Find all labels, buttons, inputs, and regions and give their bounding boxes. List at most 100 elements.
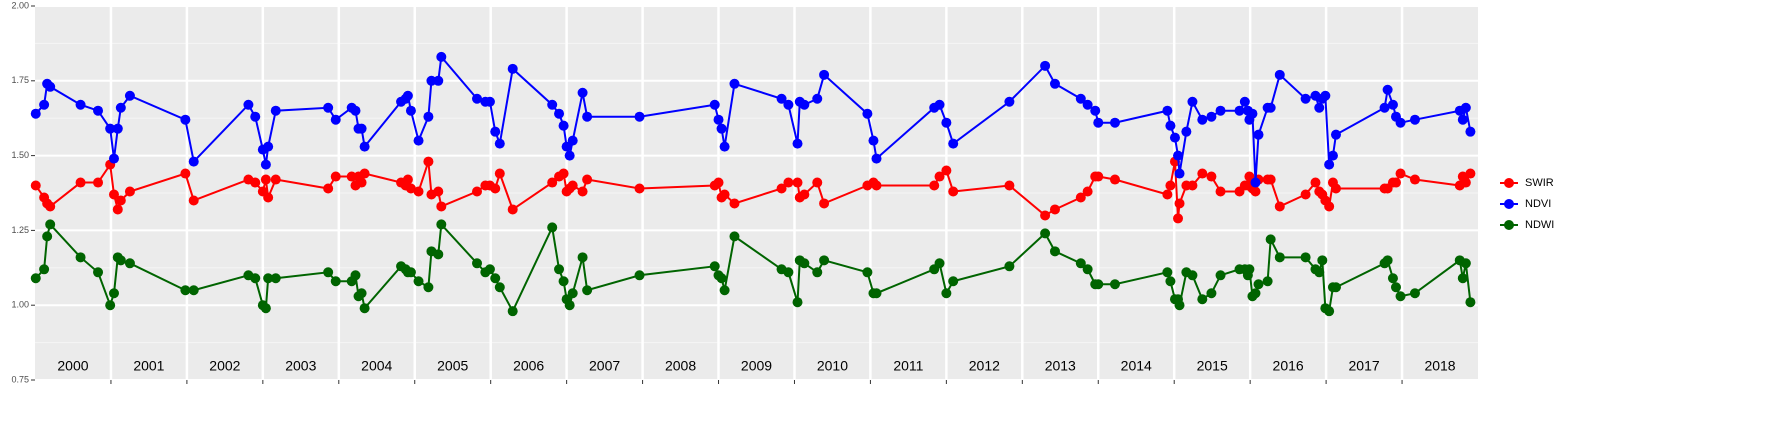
legend-key bbox=[1504, 178, 1514, 188]
point bbox=[359, 141, 370, 152]
y-tick-label: 1.25 bbox=[11, 225, 29, 235]
point bbox=[124, 258, 135, 269]
point bbox=[871, 180, 882, 191]
y-tick-label: 0.75 bbox=[11, 374, 29, 384]
year-label: 2003 bbox=[285, 358, 316, 374]
point bbox=[792, 297, 803, 308]
point bbox=[243, 99, 254, 110]
point bbox=[45, 201, 56, 212]
point bbox=[1239, 96, 1250, 107]
point bbox=[1082, 99, 1093, 110]
year-label: 2011 bbox=[893, 358, 923, 374]
point bbox=[507, 204, 518, 215]
point bbox=[558, 120, 569, 131]
point bbox=[1004, 261, 1015, 272]
point bbox=[188, 156, 199, 167]
point bbox=[1390, 177, 1401, 188]
point bbox=[1395, 168, 1406, 179]
y-tick-label: 2.00 bbox=[11, 0, 29, 10]
point bbox=[948, 186, 959, 197]
point bbox=[1390, 282, 1401, 293]
point bbox=[1040, 210, 1051, 221]
point bbox=[323, 267, 334, 278]
point bbox=[42, 231, 53, 242]
point bbox=[1093, 171, 1104, 182]
point bbox=[634, 270, 645, 281]
point bbox=[729, 78, 740, 89]
point bbox=[792, 138, 803, 149]
point bbox=[105, 123, 116, 134]
point bbox=[567, 180, 578, 191]
point bbox=[1049, 78, 1060, 89]
year-label: 2000 bbox=[57, 358, 88, 374]
point bbox=[799, 189, 810, 200]
point bbox=[871, 153, 882, 164]
point bbox=[1409, 114, 1420, 125]
point bbox=[1004, 180, 1015, 191]
point bbox=[188, 285, 199, 296]
point bbox=[812, 93, 823, 104]
point bbox=[472, 93, 483, 104]
point bbox=[868, 135, 879, 146]
point bbox=[1265, 174, 1276, 185]
point bbox=[75, 252, 86, 263]
point bbox=[1109, 174, 1120, 185]
point bbox=[356, 177, 367, 188]
point bbox=[1300, 93, 1311, 104]
point bbox=[124, 186, 135, 197]
point bbox=[1460, 177, 1471, 188]
point bbox=[558, 168, 569, 179]
point bbox=[554, 108, 565, 119]
point bbox=[330, 114, 341, 125]
point bbox=[180, 168, 191, 179]
point bbox=[490, 126, 501, 137]
point bbox=[405, 267, 416, 278]
point bbox=[941, 288, 952, 299]
point bbox=[1197, 168, 1208, 179]
year-label: 2014 bbox=[1121, 358, 1152, 374]
point bbox=[709, 261, 720, 272]
point bbox=[567, 135, 578, 146]
point bbox=[1093, 279, 1104, 290]
year-label: 2008 bbox=[665, 358, 696, 374]
point bbox=[709, 99, 720, 110]
point bbox=[359, 168, 370, 179]
point bbox=[1234, 105, 1245, 116]
point bbox=[1165, 180, 1176, 191]
point bbox=[799, 258, 810, 269]
point bbox=[494, 138, 505, 149]
point bbox=[1330, 183, 1341, 194]
point bbox=[45, 81, 56, 92]
point bbox=[862, 108, 873, 119]
point bbox=[713, 177, 724, 188]
point bbox=[124, 90, 135, 101]
legend-key bbox=[1504, 220, 1514, 230]
point bbox=[1187, 96, 1198, 107]
point bbox=[1174, 300, 1185, 311]
point bbox=[729, 198, 740, 209]
point bbox=[1409, 174, 1420, 185]
point bbox=[433, 75, 444, 86]
point bbox=[180, 285, 191, 296]
point bbox=[350, 105, 361, 116]
point bbox=[507, 63, 518, 74]
point bbox=[413, 186, 424, 197]
point bbox=[1274, 201, 1285, 212]
year-label: 2001 bbox=[133, 358, 164, 374]
point bbox=[934, 258, 945, 269]
point bbox=[1075, 93, 1086, 104]
point bbox=[1040, 228, 1051, 239]
point bbox=[1174, 168, 1185, 179]
point bbox=[1206, 288, 1217, 299]
point bbox=[433, 249, 444, 260]
point bbox=[1082, 264, 1093, 275]
point bbox=[1382, 255, 1393, 266]
point bbox=[1253, 129, 1264, 140]
point bbox=[812, 267, 823, 278]
point bbox=[270, 273, 281, 284]
point bbox=[558, 276, 569, 287]
point bbox=[564, 300, 575, 311]
point bbox=[1460, 102, 1471, 113]
point bbox=[39, 99, 50, 110]
